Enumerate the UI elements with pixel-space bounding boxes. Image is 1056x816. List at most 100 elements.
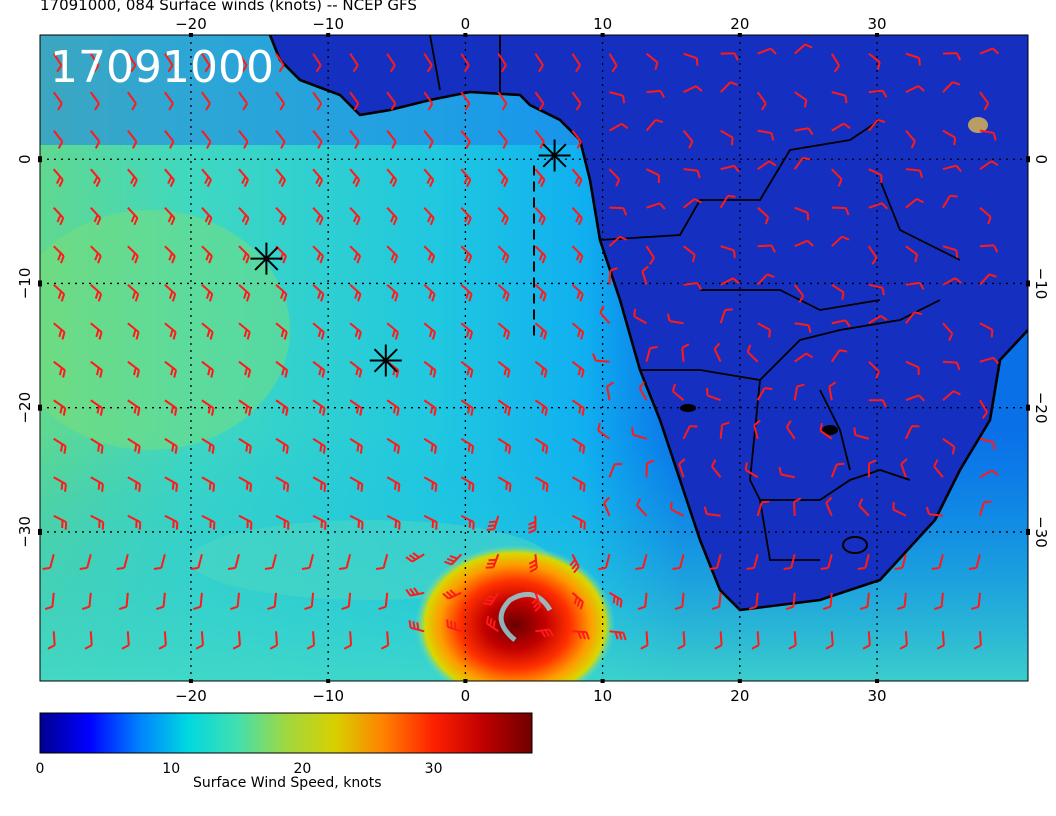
wind-barb — [442, 589, 462, 600]
storm-system — [415, 545, 615, 681]
wind-barb — [164, 206, 176, 226]
lat-tick-left — [38, 280, 42, 287]
wind-barb — [52, 206, 65, 226]
wind-barb — [820, 554, 833, 570]
wind-barb — [968, 554, 981, 570]
wind-barb — [386, 206, 398, 226]
wind-barb — [645, 245, 655, 265]
lat-label-right: −20 — [1032, 392, 1050, 424]
wind-barb — [794, 91, 808, 108]
wind-barb — [757, 206, 770, 225]
wind-barb — [275, 91, 286, 111]
wind-barb — [894, 554, 907, 570]
wind-barb — [862, 631, 871, 650]
wind-barb — [127, 322, 140, 340]
lat-label-left: −20 — [16, 392, 34, 424]
wind-barb — [682, 130, 694, 149]
wind-barb — [275, 514, 290, 530]
wind-barb — [608, 53, 618, 73]
wind-barb — [497, 91, 508, 111]
wind-barb — [238, 206, 250, 226]
wind-barb — [794, 352, 814, 363]
wind-barb — [979, 399, 988, 420]
wind-barb — [979, 356, 1000, 365]
wind-barb — [423, 360, 437, 378]
wind-barb — [905, 281, 925, 290]
wind-barb — [757, 160, 777, 170]
wind-barb — [227, 554, 240, 570]
wind-barb — [201, 91, 211, 111]
wind-barb — [571, 130, 582, 149]
wind-barb — [408, 620, 425, 633]
wind-barb — [979, 129, 997, 141]
wind-barb — [633, 308, 648, 325]
wind-barb — [868, 118, 886, 132]
wind-barb — [868, 89, 888, 98]
wind-barb — [53, 322, 66, 340]
africa-landmass — [270, 35, 1028, 610]
wind-barb — [201, 53, 211, 73]
wind-barb — [497, 130, 508, 149]
wind-barb — [312, 322, 325, 340]
wind-barb — [597, 422, 611, 440]
wind-barb — [746, 554, 759, 570]
wind-barb — [497, 322, 511, 340]
wind-barb — [979, 437, 996, 451]
wind-barb — [423, 399, 437, 416]
wind-barb — [90, 245, 102, 264]
lat-tick-right — [1026, 528, 1030, 535]
wind-barb — [933, 459, 944, 478]
wind-barb — [571, 283, 584, 302]
wind-barb — [386, 168, 398, 188]
west-band — [40, 210, 290, 450]
lat-label-right: −10 — [1032, 268, 1050, 300]
wind-barb — [757, 322, 771, 338]
wind-barb — [460, 168, 472, 188]
wind-barb — [386, 476, 401, 492]
wind-barb — [201, 322, 214, 340]
wind-barb — [238, 168, 249, 188]
wind-barb — [905, 245, 919, 263]
wind-barb — [89, 53, 100, 73]
wind-barb — [238, 360, 252, 378]
wind-barb — [858, 498, 870, 517]
wind-barb — [238, 476, 253, 492]
wind-barb — [460, 322, 474, 340]
wind-barb — [682, 198, 702, 209]
lat-tick-right — [1026, 156, 1030, 163]
lon-tick-top — [463, 33, 468, 37]
wind-barb — [269, 631, 278, 650]
wind-barb — [275, 206, 287, 226]
wind-barb — [201, 206, 213, 226]
wind-barb — [979, 244, 999, 253]
lake-2 — [680, 404, 696, 412]
wind-barb — [164, 130, 175, 149]
wind-barb — [190, 554, 203, 570]
wind-barb — [386, 514, 401, 530]
wind-barb — [757, 47, 777, 55]
wind-barb — [238, 130, 249, 149]
wind-barb — [89, 130, 101, 149]
wind-barb — [52, 130, 64, 149]
wind-barb — [905, 197, 924, 209]
wind-barb — [52, 53, 63, 73]
wind-barb — [942, 277, 962, 286]
map-frame — [39, 34, 1029, 682]
wind-barb — [423, 53, 433, 73]
wind-barb — [201, 360, 215, 378]
wind-barb — [53, 514, 68, 530]
wind-barb — [497, 437, 512, 454]
wind-barb — [312, 283, 325, 302]
wind-barb — [572, 630, 590, 640]
wind-barb — [42, 554, 55, 570]
wind-barb — [822, 592, 833, 611]
wind-barb — [84, 631, 93, 650]
lat-label-right: 0 — [1032, 154, 1050, 164]
wind-barb — [127, 206, 139, 226]
wind-barb — [267, 592, 278, 611]
wind-barb — [127, 245, 139, 264]
lon-label-top: 20 — [730, 15, 749, 33]
wind-barb — [497, 360, 511, 378]
wind-barb — [792, 497, 802, 516]
